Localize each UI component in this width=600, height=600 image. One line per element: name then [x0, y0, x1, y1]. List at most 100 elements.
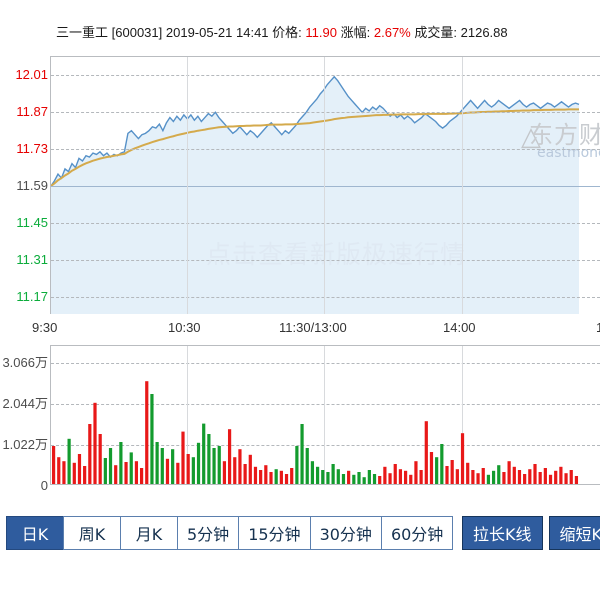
- volume-bar: [528, 469, 532, 484]
- shrink-kline-button[interactable]: 缩短K线: [548, 516, 600, 550]
- volume-bar: [393, 464, 397, 484]
- volume-bar: [414, 461, 418, 484]
- volume-bar: [191, 457, 195, 484]
- price-y-tick-label: 12.01: [15, 67, 48, 83]
- volume-bar: [98, 434, 102, 484]
- price-time-gridline: [324, 57, 325, 314]
- volume-time-gridline: [462, 346, 463, 484]
- period-button-2[interactable]: 周K: [63, 516, 121, 550]
- volume-bar: [367, 470, 371, 484]
- volume-bar: [347, 470, 351, 484]
- time-axis: 9:30 10:30 11:30/13:00 14:00 15: [0, 314, 600, 340]
- volume-y-tick-label: 3.066万: [2, 355, 48, 371]
- volume-bar: [554, 470, 558, 484]
- volume-bar: [481, 468, 485, 484]
- volume-bar: [186, 454, 190, 484]
- volume-bar: [57, 457, 61, 484]
- volume-bar: [253, 466, 258, 484]
- volume-bar: [269, 472, 273, 484]
- price-y-tick-label: 11.31: [16, 251, 48, 267]
- price-y-tick-label: 11.73: [16, 141, 48, 157]
- volume-bar: [486, 474, 491, 484]
- quote-date: 2019-05-21: [165, 25, 233, 40]
- volume-bar: [331, 464, 335, 484]
- volume-bar: [388, 473, 392, 484]
- volume-bar: [574, 476, 579, 484]
- volume-bar: [212, 448, 216, 484]
- volume-bar: [207, 434, 211, 484]
- price-plot-area[interactable]: 点击查看新版极速行情 △ 东方财富网 eastmoney.com: [50, 56, 600, 314]
- time-axis-tick-label: 11:30/13:00: [279, 320, 347, 335]
- price-series-graphic: [51, 75, 580, 314]
- volume-y-tick-label: 0: [40, 478, 48, 493]
- volume-bar: [139, 468, 144, 484]
- volume-bar: [445, 466, 449, 484]
- volume-bars-graphic: [51, 381, 579, 484]
- volume-bar: [243, 464, 247, 484]
- period-toolbar: 日K 周K 月K 5分钟 15分钟 30分钟 60分钟: [6, 516, 454, 550]
- volume-bar: [362, 477, 366, 484]
- volume-bar: [72, 462, 76, 484]
- volume-bar: [326, 472, 330, 484]
- volume-bar: [233, 457, 237, 484]
- volume-bar: [341, 474, 346, 484]
- volume-bar: [460, 433, 465, 484]
- volume-plot-area[interactable]: [50, 345, 600, 485]
- volume-bar: [124, 462, 128, 484]
- volume-bar: [419, 470, 423, 484]
- period-button-6[interactable]: 30分钟: [309, 516, 382, 550]
- volume-bar: [284, 474, 289, 484]
- volume-bar: [398, 469, 403, 484]
- price-gridline: [51, 296, 600, 298]
- stock-name: 三一重工: [56, 25, 109, 40]
- stretch-kline-button[interactable]: 拉长K线: [462, 516, 543, 550]
- volume-bar: [403, 470, 408, 484]
- period-button-7[interactable]: 60分钟: [380, 516, 454, 550]
- volume-bar: [279, 470, 283, 484]
- volume-bar: [51, 446, 56, 484]
- volume-bar: [357, 472, 361, 484]
- zoom-toolbar: 拉长K线缩短K线: [462, 516, 600, 550]
- volume-bar: [165, 458, 170, 484]
- volume-y-tick-label: 1.022万: [2, 437, 48, 453]
- volume-bar: [383, 466, 387, 484]
- volume-bar: [471, 470, 475, 484]
- quote-time: 14:41: [236, 25, 269, 40]
- price-area-fill: [51, 76, 579, 314]
- price-time-gridline: [187, 57, 188, 314]
- volume-bar: [440, 444, 444, 484]
- period-button-5[interactable]: 15分钟: [238, 516, 311, 550]
- volume-bar: [372, 474, 377, 484]
- period-button-1[interactable]: 日K: [6, 516, 64, 550]
- chart-header: 三一重工 [600031] 2019-05-21 14:41 价格: 11.90…: [0, 22, 600, 44]
- volume-bar: [543, 468, 547, 484]
- volume-bar: [569, 470, 573, 484]
- volume-bar: [378, 476, 382, 484]
- price-gridline: [51, 222, 600, 224]
- volume-bar: [564, 473, 568, 484]
- volume-bar: [336, 469, 340, 484]
- volume-bar: [450, 460, 454, 484]
- volume-bar: [77, 454, 82, 484]
- volume-bar: [517, 470, 522, 484]
- volume-bar: [67, 438, 71, 484]
- price-y-tick-label: 11.17: [16, 288, 48, 304]
- volume-bar: [114, 465, 118, 484]
- price-y-axis: 12.01 11.87 11.73 11.59 11.45 11.31 11.17: [0, 56, 50, 314]
- volume-bar: [150, 394, 154, 484]
- volume-bar: [222, 461, 227, 484]
- volume-bar: [176, 462, 180, 484]
- price-label: 价格:: [272, 25, 302, 40]
- volume-bar: [502, 472, 506, 484]
- volume-bar: [259, 470, 263, 484]
- volume-bar: [538, 472, 542, 484]
- eastmoney-watermark-en: eastmoney.com: [537, 145, 600, 161]
- time-axis-tick-label: 9:30: [32, 320, 58, 335]
- volume-bar: [300, 424, 304, 484]
- period-button-4[interactable]: 5分钟: [177, 516, 240, 550]
- volume-bar: [559, 466, 563, 484]
- volume-time-gridline: [187, 346, 188, 484]
- period-button-3[interactable]: 月K: [120, 516, 178, 550]
- volume-bar: [290, 468, 294, 484]
